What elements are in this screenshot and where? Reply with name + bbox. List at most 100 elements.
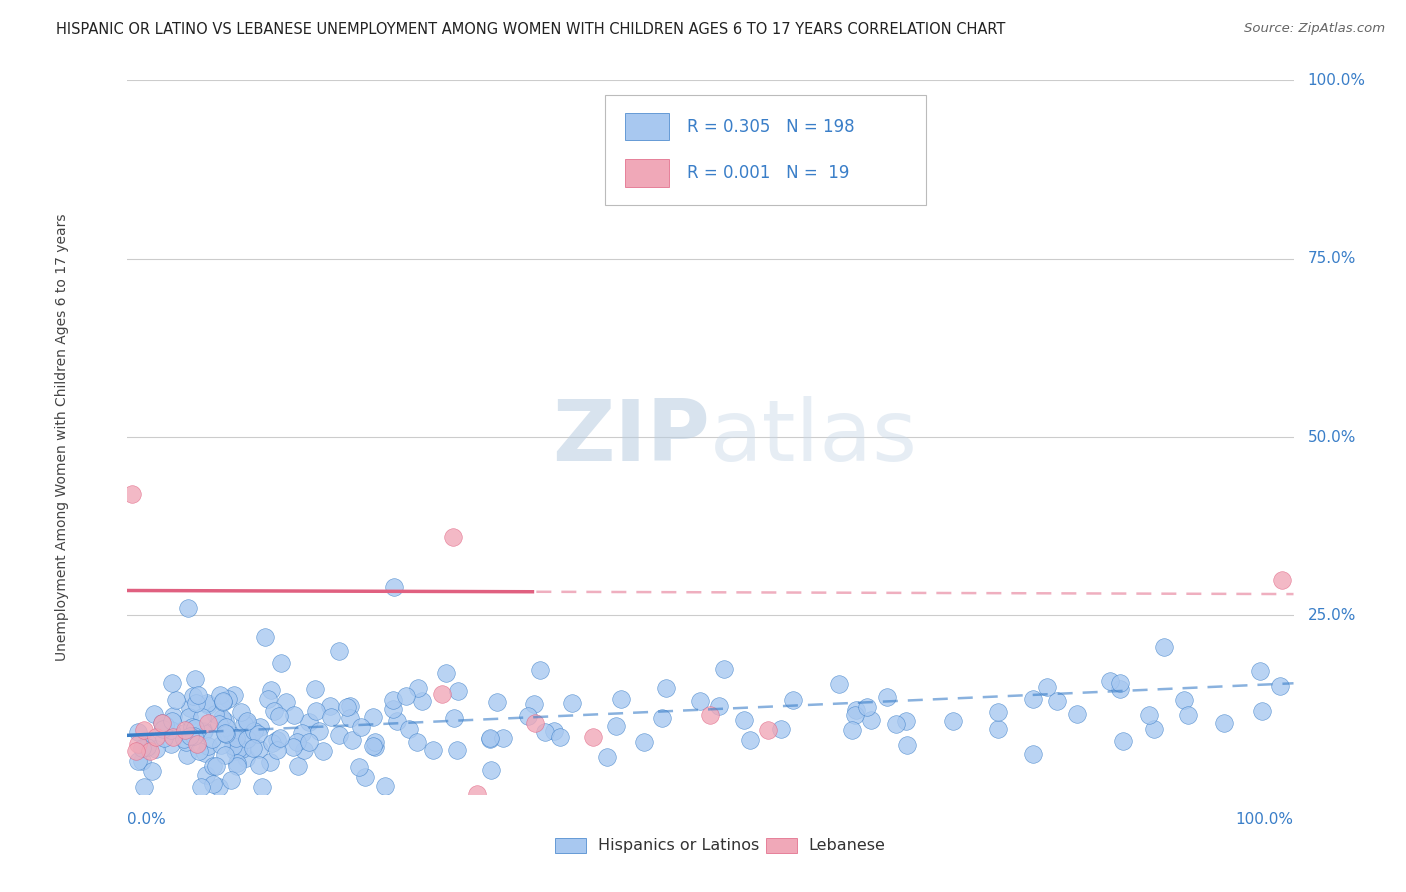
Point (529, 664, 551, 678)
Text: 50.0%: 50.0% (1308, 430, 1355, 444)
Point (339, 711, 361, 725)
Point (173, 731, 195, 746)
Point (689, 694, 711, 708)
Point (610, 692, 633, 706)
Point (236, 732, 259, 747)
Point (160, 723, 183, 738)
Point (486, 696, 509, 710)
Point (1021, 747, 1043, 761)
Point (176, 735, 198, 749)
Point (347, 760, 370, 774)
Point (194, 746, 217, 760)
Point (859, 713, 882, 727)
Point (312, 744, 335, 758)
Point (266, 733, 288, 747)
Point (181, 720, 204, 734)
Point (257, 692, 280, 706)
Point (159, 737, 181, 751)
Point (894, 714, 917, 728)
Point (699, 708, 721, 723)
Point (281, 740, 304, 755)
Point (131, 754, 153, 768)
Point (190, 780, 212, 794)
Text: Source: ZipAtlas.com: Source: ZipAtlas.com (1244, 22, 1385, 36)
Point (191, 709, 214, 723)
Point (222, 731, 245, 745)
Point (260, 683, 283, 698)
Point (191, 725, 214, 739)
Point (197, 739, 219, 754)
Point (179, 701, 201, 715)
Point (374, 779, 396, 793)
Point (411, 694, 433, 708)
Point (205, 759, 228, 773)
Point (1066, 706, 1088, 721)
Point (582, 730, 605, 744)
Point (987, 706, 1010, 720)
Point (856, 700, 879, 714)
Point (155, 717, 177, 731)
Point (259, 755, 281, 769)
Point (651, 711, 673, 725)
Point (1036, 680, 1059, 694)
Point (141, 764, 163, 778)
Point (183, 672, 205, 686)
FancyBboxPatch shape (605, 95, 927, 205)
Point (139, 744, 162, 758)
Point (212, 694, 235, 708)
Point (308, 723, 330, 738)
Point (1153, 640, 1175, 654)
Text: Unemployment Among Women with Children Ages 6 to 17 years: Unemployment Among Women with Children A… (55, 213, 69, 661)
Point (707, 698, 730, 713)
Point (145, 741, 167, 756)
Text: 0.0%: 0.0% (127, 812, 166, 827)
Point (1109, 682, 1132, 697)
Point (395, 690, 418, 704)
Point (633, 735, 655, 749)
Point (222, 688, 245, 702)
Point (208, 717, 231, 731)
Point (202, 759, 225, 773)
Point (222, 739, 245, 753)
Point (1112, 733, 1135, 747)
Point (479, 763, 502, 777)
Point (179, 730, 201, 744)
Point (262, 736, 284, 750)
Point (239, 728, 262, 742)
Point (127, 737, 149, 751)
Point (209, 738, 232, 752)
Point (186, 696, 208, 710)
Point (523, 715, 546, 730)
Point (304, 682, 326, 697)
Point (430, 687, 453, 701)
Point (231, 742, 253, 756)
Text: 25.0%: 25.0% (1308, 608, 1355, 623)
Point (339, 698, 361, 713)
Point (769, 722, 792, 736)
Point (782, 692, 804, 706)
Point (350, 719, 373, 733)
Point (176, 748, 198, 763)
Point (127, 725, 149, 739)
Point (381, 693, 404, 707)
Point (827, 676, 849, 690)
Point (1046, 694, 1069, 708)
Point (319, 698, 342, 713)
Point (121, 487, 143, 501)
Point (595, 749, 617, 764)
Point (136, 736, 159, 750)
Point (131, 741, 153, 756)
Point (132, 723, 155, 737)
Point (247, 758, 270, 772)
Point (434, 665, 457, 680)
Point (201, 777, 224, 791)
Text: 75.0%: 75.0% (1308, 252, 1355, 266)
Point (319, 710, 342, 724)
Point (193, 723, 215, 738)
Point (523, 698, 546, 712)
Point (382, 580, 405, 594)
Point (896, 739, 918, 753)
Point (733, 713, 755, 727)
Point (143, 706, 166, 721)
Point (844, 708, 866, 723)
